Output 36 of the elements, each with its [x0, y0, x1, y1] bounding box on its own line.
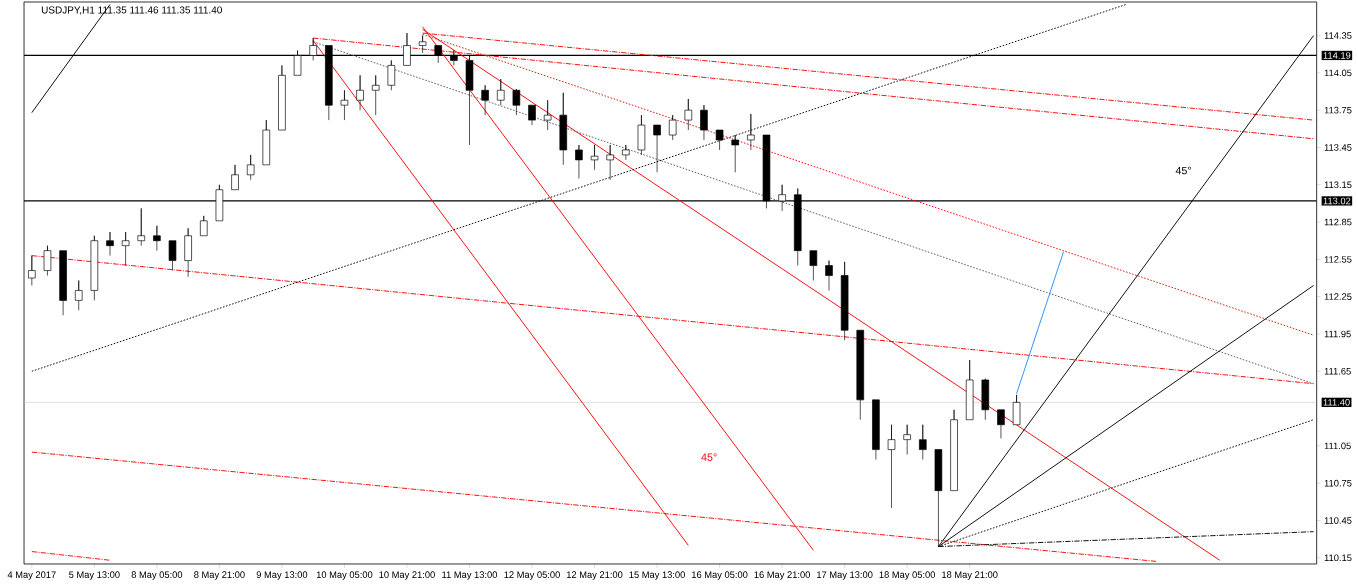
x-tick-label: 18 May 21:00 [942, 571, 998, 580]
y-tick-label: 113.45 [1324, 144, 1352, 151]
x-tick-label: 4 May 2017 [7, 571, 56, 580]
x-tick-label: 10 May 21:00 [379, 571, 435, 580]
y-tick-label: 110.15 [1324, 554, 1352, 562]
x-tick-label: 16 May 21:00 [754, 571, 811, 580]
x-tick-label: 12 May 05:00 [504, 571, 560, 580]
y-tick-label: 113.75 [1324, 106, 1352, 114]
y-tick-label: 114.35 [1324, 32, 1352, 39]
y-tick-label: 110.45 [1324, 517, 1352, 524]
chart-title: USDJPY,H1 111.35 111.46 111.35 111.40 [41, 6, 222, 15]
y-tick-label: 112.85 [1324, 218, 1352, 226]
x-tick-label: 16 May 05:00 [692, 571, 748, 580]
y-tick-label: 111.65 [1324, 367, 1351, 375]
x-tick-label: 15 May 13:00 [629, 571, 685, 580]
y-tick-label: 113.15 [1324, 181, 1352, 189]
x-tick-label: 5 May 13:00 [69, 571, 120, 580]
x-tick-label: 10 May 05:00 [316, 571, 373, 580]
y-tick-label: 112.55 [1324, 256, 1352, 263]
ref-line-label: 113.02 [1323, 197, 1351, 205]
x-tick-label: 17 May 13:00 [817, 571, 873, 580]
ref-line-label: 114.19 [1323, 52, 1351, 59]
x-tick-label: 8 May 21:00 [194, 571, 245, 580]
x-tick-label: 8 May 05:00 [131, 571, 183, 580]
y-tick-label: 112.25 [1324, 293, 1352, 300]
ref-line-label: 111.40 [1323, 399, 1350, 406]
x-tick-label: 9 May 13:00 [256, 571, 308, 580]
y-tick-label: 111.05 [1324, 442, 1351, 450]
x-tick-label: 12 May 21:00 [566, 571, 623, 580]
y-tick-label: 114.05 [1324, 69, 1352, 77]
x-tick-label: 18 May 05:00 [879, 571, 936, 580]
annotation: 45° [1175, 166, 1191, 175]
annotation: 45° [701, 453, 717, 461]
x-tick-label: 11 May 13:00 [442, 571, 498, 580]
y-tick-label: 111.95 [1324, 330, 1351, 338]
y-tick-label: 110.75 [1324, 479, 1352, 487]
